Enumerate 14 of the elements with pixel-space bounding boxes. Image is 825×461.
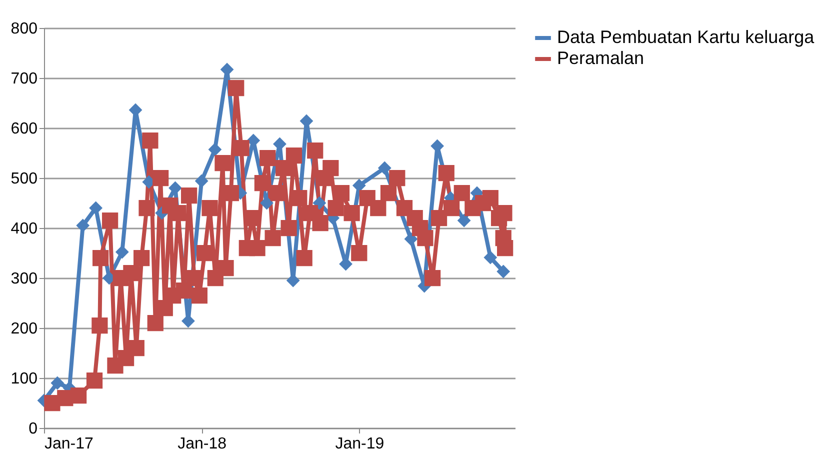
y-tick-label: 500	[10, 170, 38, 188]
y-tick-label: 200	[10, 320, 38, 338]
x-tick-label: Jan-18	[178, 436, 227, 452]
legend-label: Peramalan	[557, 48, 644, 68]
y-tick-label: 700	[10, 70, 38, 88]
legend-label: Data Pembuatan Kartu keluarga	[557, 27, 816, 47]
y-tick-label: 300	[10, 270, 38, 288]
y-tick-label: 800	[10, 20, 38, 38]
x-tick-label: Jan-19	[335, 436, 384, 452]
x-tick-label: Jan-17	[44, 436, 94, 452]
y-tick-label: 600	[10, 120, 38, 138]
y-tick-label: 0	[28, 420, 38, 438]
y-tick-label: 100	[10, 370, 38, 388]
y-tick-label: 400	[10, 220, 38, 238]
